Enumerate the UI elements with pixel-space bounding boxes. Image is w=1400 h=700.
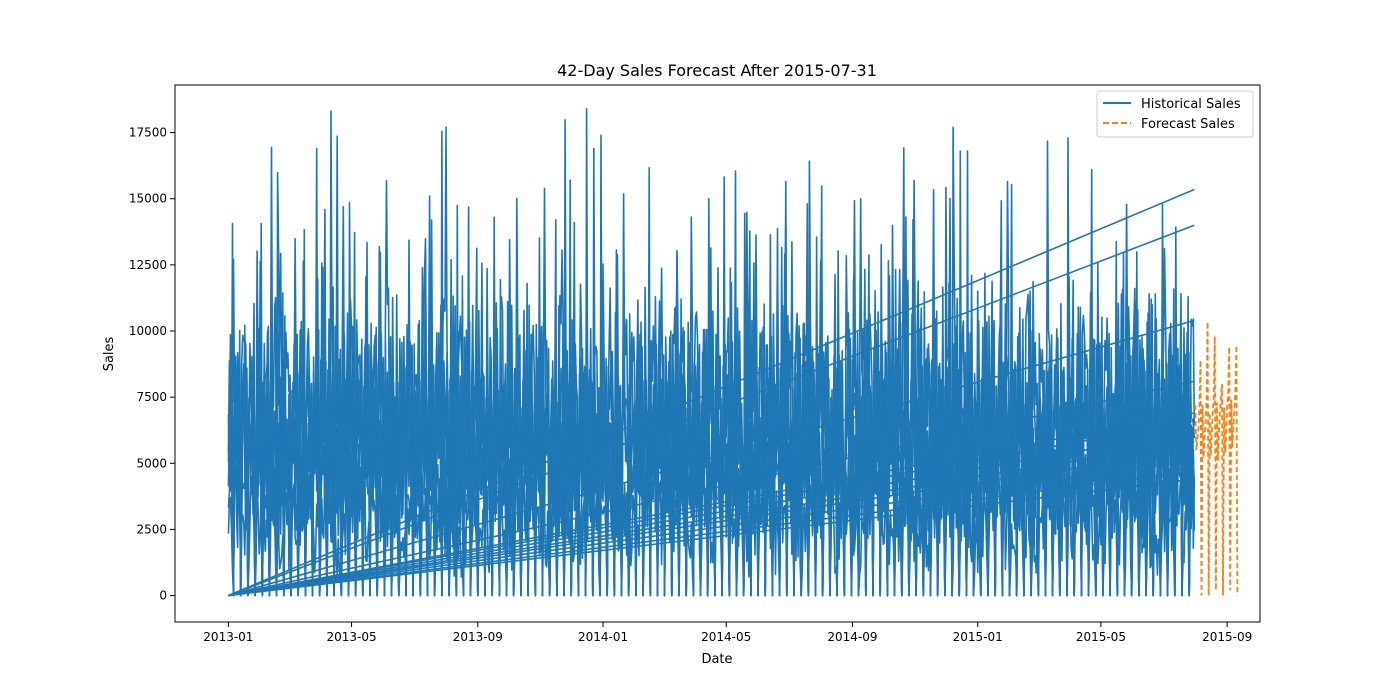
forecast-sales-layer (1194, 321, 1239, 596)
y-tick-label: 10000 (129, 324, 167, 338)
y-tick-label: 15000 (129, 192, 167, 206)
historical-wrap-line (228, 441, 1195, 597)
x-tick-label: 2014-05 (701, 630, 751, 644)
x-tick-label: 2013-09 (453, 630, 503, 644)
x-axis: 2013-01 2013-05 2013-09 2014-01 2014-05 2014-… (203, 622, 1252, 644)
historical-wrap-line (228, 412, 1195, 597)
legend-historical-label: Historical Sales (1141, 97, 1241, 112)
x-axis-label: Date (701, 652, 732, 667)
historical-wrap-line (228, 224, 1195, 597)
historical-wrap-line (228, 470, 1195, 597)
y-tick-label: 0 (159, 589, 167, 603)
historical-wrap-line (228, 188, 1195, 597)
x-tick-label: 2014-01 (578, 630, 628, 644)
legend-forecast-label: Forecast Sales (1141, 117, 1235, 132)
x-tick-label: 2013-05 (326, 630, 376, 644)
historical-wrap-line (228, 449, 1195, 597)
x-tick-label: 2013-01 (203, 630, 253, 644)
legend-box (1096, 90, 1254, 138)
y-tick-label: 7500 (136, 390, 167, 404)
y-tick-label: 17500 (129, 126, 167, 140)
x-tick-label: 2014-09 (827, 630, 877, 644)
x-tick-label: 2015-09 (1202, 630, 1252, 644)
plot-frame (174, 84, 1261, 623)
historical-wrap-line (228, 459, 1195, 597)
y-tick-label: 2500 (136, 522, 167, 536)
historical-wrap-line (228, 478, 1195, 597)
historical-sales-layer (227, 108, 1196, 597)
y-tick-label: 12500 (129, 258, 167, 272)
y-axis-label: Sales (102, 336, 117, 371)
historical-wrap-line (228, 430, 1195, 597)
forecast-sales-line (1194, 321, 1239, 596)
historical-wrap-line (228, 380, 1195, 597)
y-tick-label: 5000 (136, 456, 167, 470)
legend: Historical Sales Forecast Sales (1096, 90, 1254, 138)
historical-wrap-line (228, 319, 1195, 597)
historical-wrap-line (228, 420, 1195, 597)
x-tick-label: 2015-05 (1076, 630, 1126, 644)
chart-title: 42-Day Sales Forecast After 2015-07-31 (557, 61, 877, 80)
y-axis: 0 2500 5000 7500 10000 12500 15000 17500 (129, 126, 175, 603)
x-tick-label: 2015-01 (953, 630, 1003, 644)
